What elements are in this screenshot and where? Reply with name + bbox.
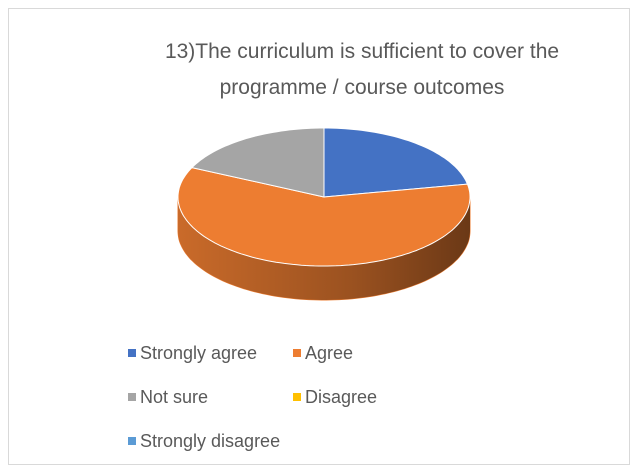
legend-swatch [128,349,136,357]
legend-swatch [128,393,136,401]
legend-swatch [293,349,301,357]
legend-label: Not sure [140,387,208,407]
slice [323,127,469,198]
legend-label: Strongly agree [140,343,257,363]
legend-swatch [128,437,136,445]
legend-label: Disagree [305,387,377,407]
slice [190,127,325,198]
slice-side-shade [178,197,470,300]
slice [177,167,471,267]
legend-swatch [293,393,301,401]
legend-label: Agree [305,343,353,363]
chart-title: 13)The curriculum is sufficient to cover… [164,40,560,99]
chart-frame [8,8,630,465]
legend-label: Strongly disagree [140,431,280,451]
